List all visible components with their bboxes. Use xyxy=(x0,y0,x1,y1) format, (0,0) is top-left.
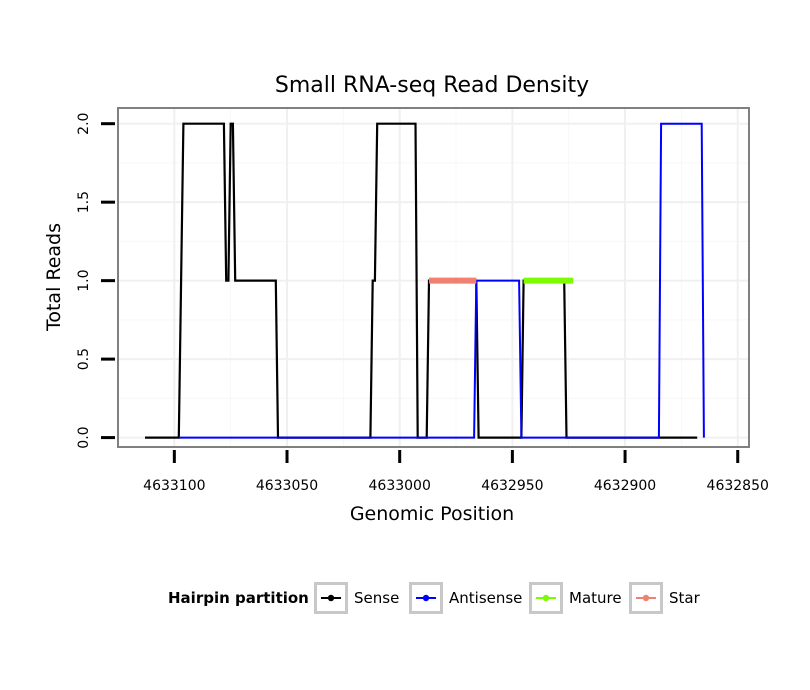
series-line-antisense xyxy=(178,122,705,439)
y-axis-label: Total Reads xyxy=(43,223,65,332)
x-axis-label: Genomic Position xyxy=(350,503,514,525)
legend-key-dot xyxy=(642,594,650,602)
legend-label-mature: Mature xyxy=(569,589,622,607)
series-line-sense xyxy=(145,122,698,439)
x-tick-label: 4632950 xyxy=(481,478,543,494)
chart-title: Small RNA-seq Read Density xyxy=(275,73,589,98)
legend-label-antisense: Antisense xyxy=(449,589,522,607)
legend-title: Hairpin partition xyxy=(168,589,309,607)
legend-key-box xyxy=(409,582,443,614)
legend-key-dot xyxy=(542,594,550,602)
plot-background xyxy=(118,108,749,447)
plot-border xyxy=(117,107,750,448)
series-lines xyxy=(145,122,705,439)
y-tick-label: 2.0 xyxy=(76,113,92,135)
legend-label-sense: Sense xyxy=(354,589,399,607)
legend-key-dot xyxy=(422,594,430,602)
x-tick-label: 4632900 xyxy=(594,478,656,494)
y-tick-label: 0.5 xyxy=(76,348,92,370)
x-tick-label: 4633050 xyxy=(256,478,318,494)
y-tick-label: 0.0 xyxy=(76,426,92,448)
x-tick-label: 4632850 xyxy=(707,478,769,494)
y-tick-label: 1.0 xyxy=(76,270,92,292)
y-axis: 0.0 0.5 1.0 1.5 2.0 xyxy=(76,113,115,449)
x-tick-label: 4633000 xyxy=(369,478,431,494)
legend-label-star: Star xyxy=(669,589,701,607)
x-axis: 4633100 4633050 4633000 4632950 4632900 46328… xyxy=(143,450,769,494)
legend-key-dot xyxy=(327,594,335,602)
x-tick-label: 4633100 xyxy=(143,478,205,494)
legend: Hairpin partition Sense Antisense Mature St… xyxy=(168,582,701,614)
y-tick-label: 1.5 xyxy=(76,191,92,213)
